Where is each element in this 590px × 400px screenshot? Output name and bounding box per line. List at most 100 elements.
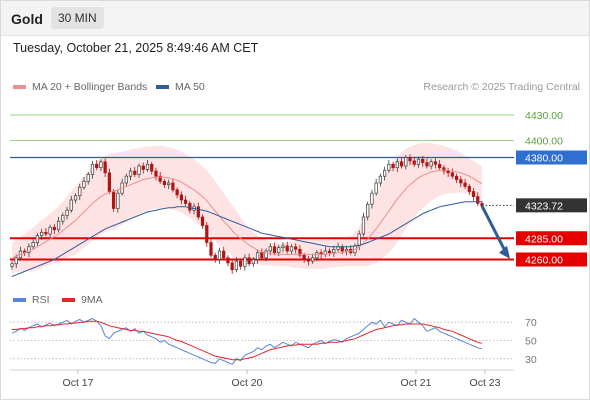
candle-body [14,257,18,265]
timeframe-badge[interactable]: 30 MIN [51,7,104,29]
timestamp: Tuesday, October 21, 2025 8:49:46 AM CET [13,41,259,55]
candle-body [167,182,171,186]
candle-body [438,163,442,169]
candle-body [52,226,56,231]
level-label-4260.00: 4260.00 [525,255,563,267]
candle-body [31,242,35,248]
candle-body [222,250,226,259]
candle-body [86,174,90,182]
rsi-level-label-70: 70 [525,317,537,329]
candle-body [294,246,298,250]
legend-ma50: MA 50 [156,81,205,93]
candle-body [213,254,217,260]
candle-body [251,259,255,265]
ma9-swatch [62,298,75,302]
candle-body [404,157,408,167]
instrument-title: Gold [11,11,43,27]
candle-body [69,199,73,211]
candle-body [391,163,395,169]
level-label-4430.00: 4430.00 [525,110,563,122]
candle-body [311,257,315,262]
candle-body [150,163,154,172]
level-tag-4260.00 [516,252,587,267]
candle-body [463,182,467,187]
candle-body [408,157,412,162]
candle-body [44,231,48,235]
current-price-tag [516,198,587,213]
candle-body [446,170,450,174]
candle-body [395,161,399,169]
candle-body [471,191,476,197]
candle-body [268,246,272,252]
candle-body [128,170,133,177]
candle-body [442,167,446,172]
legend-ma20: MA 20 + Bollinger Bands [13,81,147,93]
rsi-level-label-30: 30 [525,354,537,366]
legend-ma20-label: MA 20 + Bollinger Bands [32,81,148,93]
current-price-label: 4323.72 [525,200,563,212]
candle-body [277,247,281,254]
candle-body [226,257,230,264]
candle-body [99,161,103,169]
legend-rsi-label: RSI [32,294,50,306]
candle-body [183,199,188,204]
candle-body [103,161,107,174]
candle-body [433,161,438,165]
candle-body [145,163,150,170]
rsi-level-label-50: 50 [525,336,537,348]
candle-body [162,180,167,186]
candle-body [188,203,192,211]
candle-body [116,192,120,209]
candle-body [285,245,289,252]
x-tick-label: Oct 23 [470,377,501,389]
candle-body [302,254,306,260]
candle-body [361,216,366,235]
candle-body [239,260,243,267]
x-tick-label: Oct 21 [401,377,432,389]
rsi-line [11,317,483,365]
candle-body [374,182,378,194]
candle-body [467,186,471,192]
candle-body [289,246,294,252]
candle-body [230,262,234,271]
candle-body [112,191,116,209]
ma20-swatch [13,85,26,89]
legend-rsi: RSI [13,294,50,306]
candle-body [421,158,425,163]
candle-body [281,245,285,248]
candle-body [243,257,247,267]
candle-body [260,252,264,259]
candle-body [61,214,65,222]
candle-body [137,165,141,175]
candle-body [90,163,95,175]
candle-body [382,169,387,177]
candle-body [65,209,69,216]
level-label-4380.00: 4380.00 [525,153,563,165]
candle-body [141,165,145,170]
legend-9ma-label: 9MA [81,294,103,306]
candle-body [412,160,416,165]
candle-body [196,206,200,218]
candle-body [340,246,344,252]
x-tick-label: Oct 20 [232,377,263,389]
level-label-4400.00: 4400.00 [525,136,563,148]
candle-body [154,170,158,177]
candle-body [10,263,14,267]
candle-body [35,235,40,243]
candle-body [454,175,459,180]
candle-body [133,170,137,175]
candle-body [40,231,44,237]
candle-body [209,242,213,256]
candle-body [332,248,336,254]
rsi-swatch [13,298,26,302]
candle-body [234,260,239,271]
candle-body [82,180,86,188]
level-label-4285.00: 4285.00 [525,233,563,245]
candle-body [476,196,480,204]
candle-body [217,250,222,260]
level-tag-4285.00 [516,231,587,246]
candle-body [255,252,260,260]
candle-body [306,259,311,262]
candle-body [171,182,175,191]
